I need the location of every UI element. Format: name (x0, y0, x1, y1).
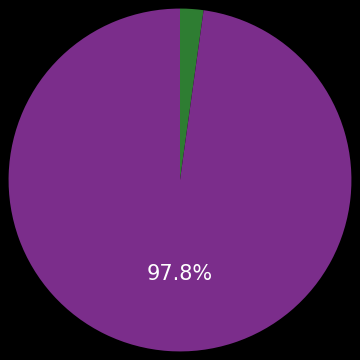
Wedge shape (180, 9, 204, 180)
Text: 97.8%: 97.8% (147, 264, 213, 284)
Wedge shape (9, 9, 351, 351)
